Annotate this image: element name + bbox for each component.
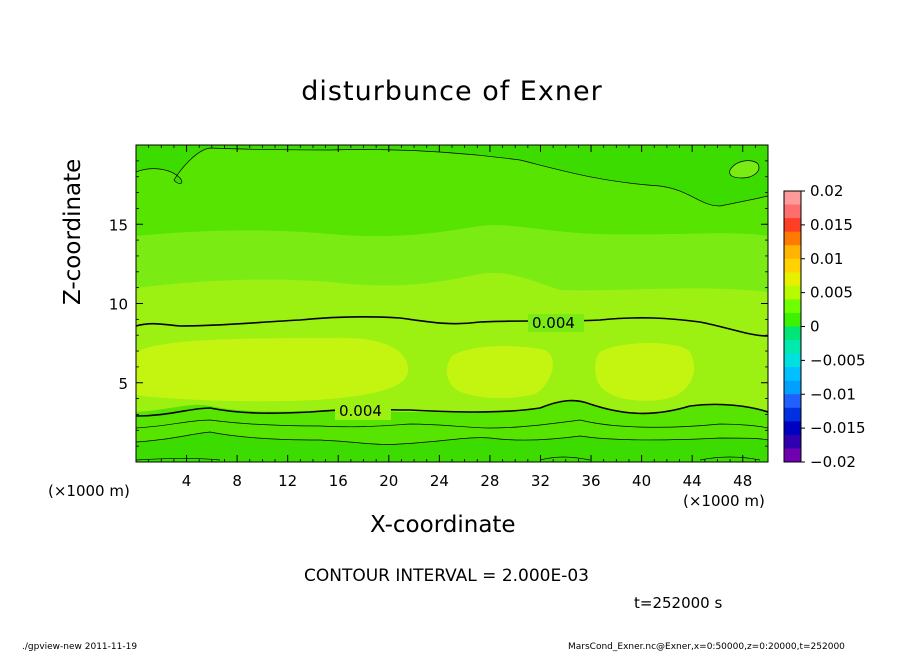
colorbar-swatch [784, 340, 801, 355]
chart-title: disturbunce of Exner [301, 76, 603, 107]
colorbar-tick-label: 0.015 [810, 216, 853, 234]
x-tick-label: 20 [379, 472, 398, 490]
contour-interval-text: CONTOUR INTERVAL = 2.000E-03 [304, 566, 589, 586]
colorbar-swatch [784, 231, 801, 246]
colorbar-swatch [784, 448, 801, 463]
contour-line-upper [136, 315, 768, 337]
x-tick-label: 16 [329, 472, 348, 490]
contour-fill-area [136, 145, 768, 462]
contour-line-top [136, 147, 768, 207]
colorbar-swatch [784, 285, 801, 300]
colorbar-tick-label: −0.005 [810, 351, 866, 369]
colorbar-tick-label: 0 [810, 318, 820, 336]
contour-line-island [729, 160, 760, 179]
y-axis-label: Z-coordinate [60, 158, 86, 305]
x-tick-label: 12 [278, 472, 297, 490]
colorbar-swatch [784, 434, 801, 449]
colorbar-swatch [784, 204, 801, 219]
contour-line-thin [136, 431, 768, 445]
x-axis-unit: (×1000 m) [683, 492, 765, 510]
y-tick-label: 15 [109, 216, 128, 234]
colorbar-swatch [784, 299, 801, 314]
colorbar-tick-label: −0.02 [810, 453, 856, 471]
x-axis-label: X-coordinate [370, 512, 516, 538]
colorbar-swatch [784, 272, 801, 287]
x-tick-label: 40 [632, 472, 651, 490]
x-tick-label: 24 [430, 472, 449, 490]
colorbar-swatch [784, 312, 801, 327]
footer-right: MarsCond_Exner.nc@Exner,x=0:50000,z=0:20… [568, 642, 845, 652]
colorbar-swatch [784, 191, 801, 206]
y-tick-label: 10 [109, 296, 128, 314]
colorbar-swatch [784, 380, 801, 395]
y-axis: 5 10 15 [109, 160, 768, 447]
contour-label: 0.004 [532, 314, 575, 332]
contour-line-lower [136, 399, 768, 417]
fill-band-top [136, 145, 768, 206]
colorbar-tick-label: −0.01 [810, 385, 856, 403]
x-tick-label: 48 [733, 472, 752, 490]
colorbar-swatch [784, 407, 801, 422]
fill-island [729, 160, 759, 178]
contour-label-bg [528, 314, 584, 332]
colorbar-swatch [784, 245, 801, 260]
x-tick-label: 36 [581, 472, 600, 490]
colorbar-swatch [784, 326, 801, 341]
colorbar-tick-label: 0.005 [810, 284, 853, 302]
y-axis-unit: (×1000 m) [48, 482, 130, 500]
x-axis: 4 8 12 16 20 24 28 32 36 40 44 48 [148, 145, 756, 490]
fill-band-lowest [136, 432, 768, 462]
contour-label: 0.004 [339, 402, 382, 420]
colorbar-swatch [784, 258, 801, 273]
x-tick-label: 28 [480, 472, 499, 490]
colorbar-swatch [784, 218, 801, 233]
time-label: t=252000 s [634, 594, 723, 612]
contour-label-bg [335, 402, 391, 420]
x-tick-label: 4 [182, 472, 192, 490]
fill-band-high [136, 337, 695, 402]
colorbar-swatch [784, 367, 801, 382]
colorbar-tick-label: 0.02 [810, 182, 843, 200]
footer-left: ./gpview-new 2011-11-19 [22, 642, 138, 652]
colorbar-swatch [784, 421, 801, 436]
x-tick-label: 8 [232, 472, 242, 490]
colorbar-swatch [784, 394, 801, 409]
colorbar-swatch [784, 353, 801, 368]
x-tick-label: 32 [531, 472, 550, 490]
colorbar-tick-label: 0.01 [810, 250, 843, 268]
contour-line-thin [136, 419, 768, 429]
colorbar: 0.02 0.015 0.01 0.005 0 −0.005 −0.01 −0.015 −0.0… [783, 182, 866, 471]
y-tick-label: 5 [118, 375, 128, 393]
colorbar-tick-label: −0.015 [810, 419, 866, 437]
x-tick-label: 44 [683, 472, 702, 490]
